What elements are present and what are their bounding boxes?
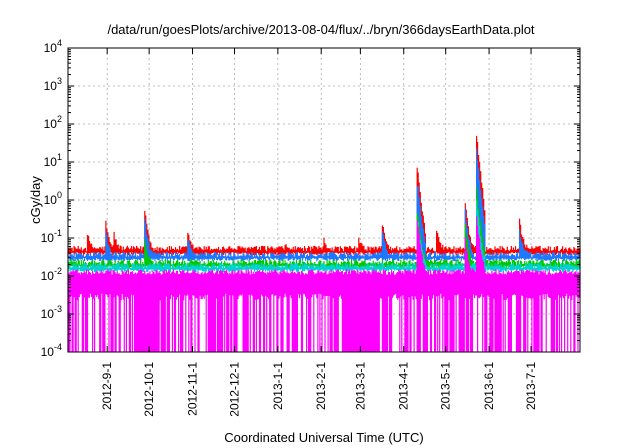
y-tick-label: 10-4 bbox=[41, 342, 62, 359]
x-tick-label: 2013-3-1 bbox=[353, 362, 367, 410]
x-tick-label: 2013-1-1 bbox=[271, 362, 285, 410]
y-tick-label: 10-1 bbox=[41, 228, 62, 245]
y-tick-label: 10-2 bbox=[41, 266, 62, 283]
chart-title: /data/run/goesPlots/archive/2013-08-04/f… bbox=[107, 22, 534, 37]
x-tick-label: 2013-2-1 bbox=[314, 362, 328, 410]
x-tick-label: 2012-9-1 bbox=[100, 362, 114, 410]
x-tick-label: 2013-5-1 bbox=[439, 362, 453, 410]
x-tick-label: 2013-4-1 bbox=[397, 362, 411, 410]
y-tick-label: 101 bbox=[44, 152, 62, 169]
gridlines bbox=[68, 48, 580, 352]
y-tick-label: 103 bbox=[44, 76, 62, 93]
y-tick-label: 100 bbox=[44, 190, 62, 207]
axis-ticks: 10-4 10-3 10-2 10-1 100 101 102 103 104 2012-9-1 2… bbox=[41, 38, 580, 417]
y-tick-label: 10-3 bbox=[41, 304, 62, 321]
y-tick-label: 102 bbox=[44, 114, 62, 131]
x-tick-label: 2012-10-1 bbox=[142, 362, 156, 417]
data-series bbox=[67, 135, 581, 352]
x-tick-label: 2013-6-1 bbox=[482, 362, 496, 410]
y-tick-label: 104 bbox=[44, 38, 62, 55]
y-axis-label: cGy/day bbox=[28, 176, 43, 224]
x-axis-label: Coordinated Universal Time (UTC) bbox=[224, 430, 423, 445]
x-tick-label: 2013-7-1 bbox=[524, 362, 538, 410]
x-tick-label: 2012-12-1 bbox=[227, 362, 241, 417]
x-tick-label: 2012-11-1 bbox=[186, 362, 200, 416]
